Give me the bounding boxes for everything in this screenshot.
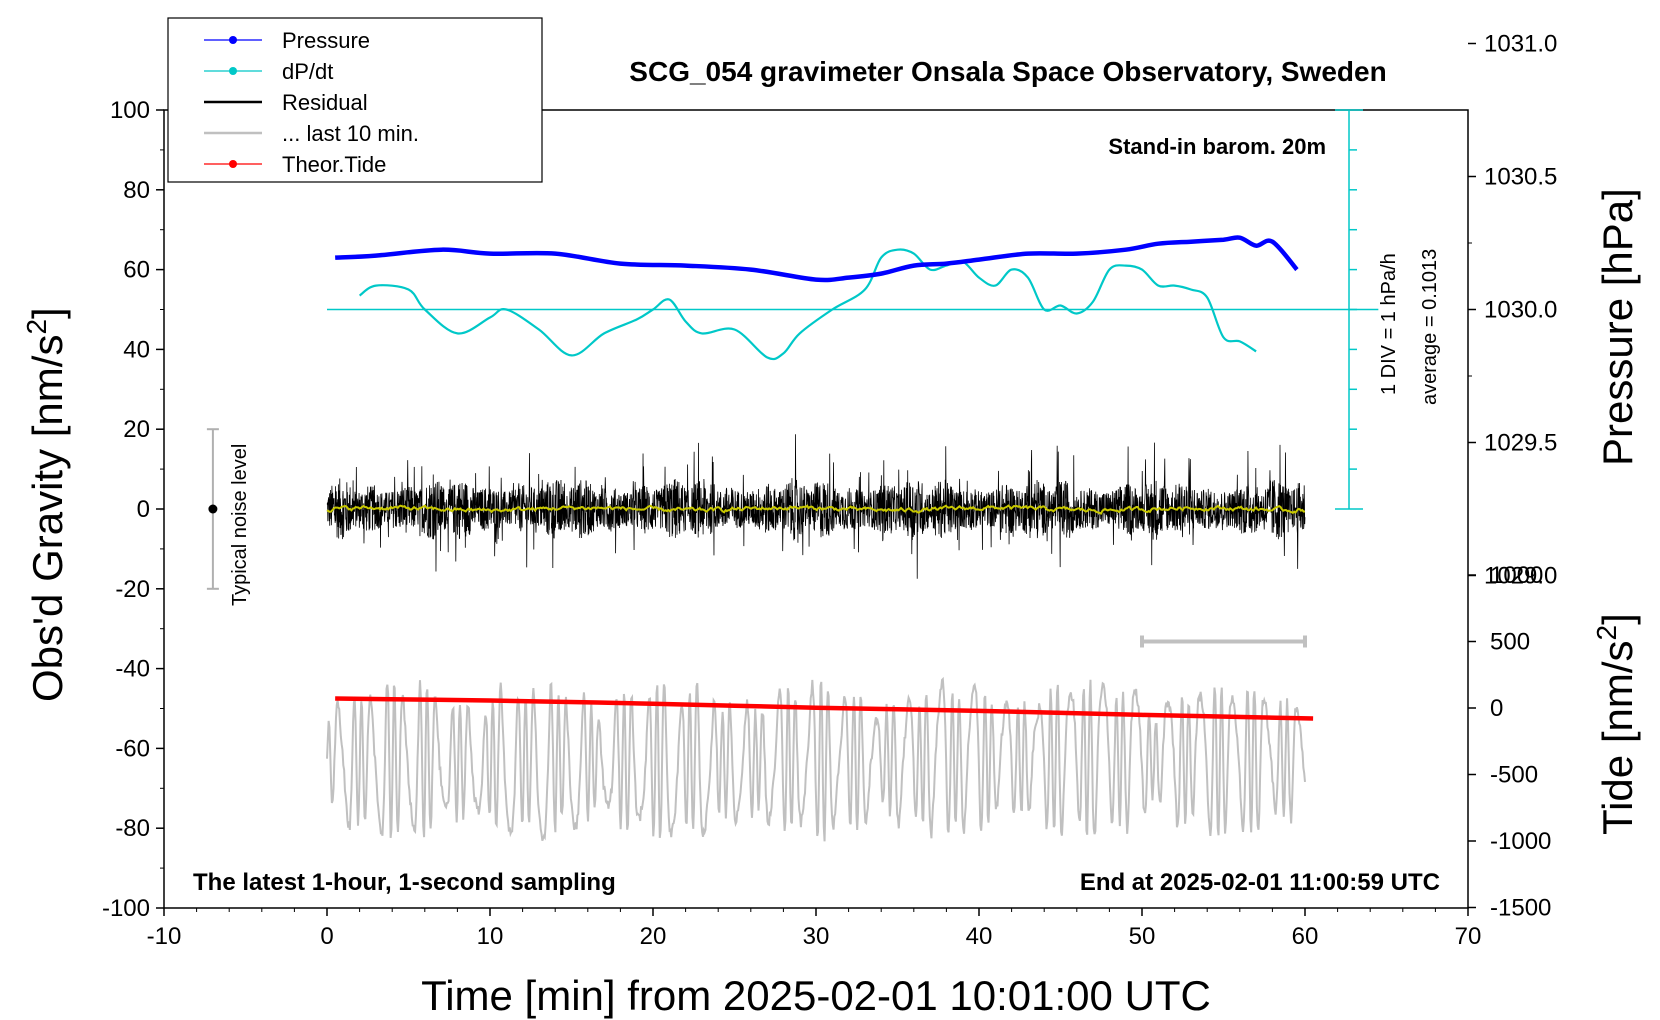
legend-item: Residual	[204, 90, 368, 115]
legend-box	[167, 17, 543, 183]
legend-item: dP/dt	[204, 59, 333, 84]
y-axis-label-pressure: Pressure [hPa]	[1594, 188, 1641, 466]
sampling-note: The latest 1-hour, 1-second sampling	[193, 869, 616, 896]
x-tick-label: 10	[477, 923, 504, 950]
legend-items: Pressure dP/dt Residual ... last 10 min. The…	[204, 28, 419, 177]
x-tick-label: 30	[803, 923, 830, 950]
pressure-tick-label: 1030.5	[1484, 164, 1557, 191]
y-tick-label: -80	[115, 815, 150, 842]
x-tick-label: 0	[320, 923, 333, 950]
y-tick-label: 0	[137, 496, 150, 523]
axis-ticks: -10 0 10 20 30 40 50 60 70100806040200-20-40-60-…	[102, 31, 1557, 951]
legend-item: ... last 10 min.	[204, 121, 419, 146]
y-tick-label: -20	[115, 576, 150, 603]
x-tick-label: 40	[966, 923, 993, 950]
end-time-note: End at 2025-02-01 11:00:59 UTC	[1080, 869, 1440, 896]
barometer-note: Stand-in barom. 20m	[1108, 134, 1326, 159]
average-note: average = 0.1013	[1419, 249, 1441, 405]
legend-swatch-dot	[229, 67, 237, 75]
dpdt-series	[358, 248, 1257, 361]
chart-title: SCG_054 gravimeter Onsala Space Observat…	[629, 56, 1386, 87]
residual-smoothed-series	[326, 504, 1306, 515]
noise-center-dot	[208, 504, 218, 514]
y-tick-label: 40	[123, 336, 150, 363]
theor-tide-series	[335, 696, 1314, 721]
y-tick-label: 80	[123, 177, 150, 204]
legend-swatch-dot	[229, 160, 237, 168]
legend-item: Pressure	[204, 28, 370, 53]
y-axis-label-tide: Tide [nm/s2]	[1591, 613, 1641, 835]
y-tick-label: -100	[102, 895, 150, 922]
legend-label: Theor.Tide	[282, 152, 386, 177]
last-10min-series	[326, 676, 1306, 842]
tide-tick-label: 0	[1490, 695, 1503, 722]
x-tick-label: -10	[147, 923, 182, 950]
y-tick-label: -60	[115, 735, 150, 762]
x-axis-label: Time [min] from 2025-02-01 10:01:00 UTC	[421, 972, 1211, 1019]
x-tick-label: 50	[1129, 923, 1156, 950]
legend: Pressure dP/dt Residual ... last 10 min. The…	[167, 17, 543, 183]
pressure-series	[335, 235, 1299, 283]
y-tick-label: 20	[123, 416, 150, 443]
legend-label: Pressure	[282, 28, 370, 53]
legend-label: dP/dt	[282, 59, 333, 84]
tide-tick-label: 500	[1490, 629, 1530, 656]
noise-level-indicator: Typical noise level	[206, 428, 251, 606]
tide-tick-label: -1500	[1490, 895, 1551, 922]
y-tick-label: -40	[115, 656, 150, 683]
pressure-tick-label: 1029.0	[1484, 563, 1557, 590]
pressure-tick-label: 1031.0	[1484, 31, 1557, 58]
pressure-scale-bar	[1335, 109, 1364, 510]
legend-label: Residual	[282, 90, 368, 115]
legend-swatch-dot	[229, 36, 237, 44]
y-tick-label: 100	[110, 97, 150, 124]
pressure-tick-label: 1030.0	[1484, 297, 1557, 324]
tide-tick-label: -1000	[1490, 828, 1551, 855]
series-layer	[326, 235, 1379, 842]
div-note: 1 DIV = 1 hPa/h	[1378, 253, 1400, 395]
x-tick-label: 70	[1455, 923, 1482, 950]
tide-tick-label: -500	[1490, 762, 1538, 789]
legend-item: Theor.Tide	[204, 152, 386, 177]
pressure-tick-label: 1029.5	[1484, 430, 1557, 457]
x-tick-label: 60	[1292, 923, 1319, 950]
residual-series	[326, 434, 1306, 579]
x-tick-label: 20	[640, 923, 667, 950]
noise-label: Typical noise level	[229, 444, 251, 606]
y-axis-label-left: Obs'd Gravity [nm/s2]	[21, 307, 71, 702]
tide-tick-label: 1000	[1490, 562, 1543, 589]
legend-label: ... last 10 min.	[282, 121, 419, 146]
y-tick-label: 60	[123, 257, 150, 284]
